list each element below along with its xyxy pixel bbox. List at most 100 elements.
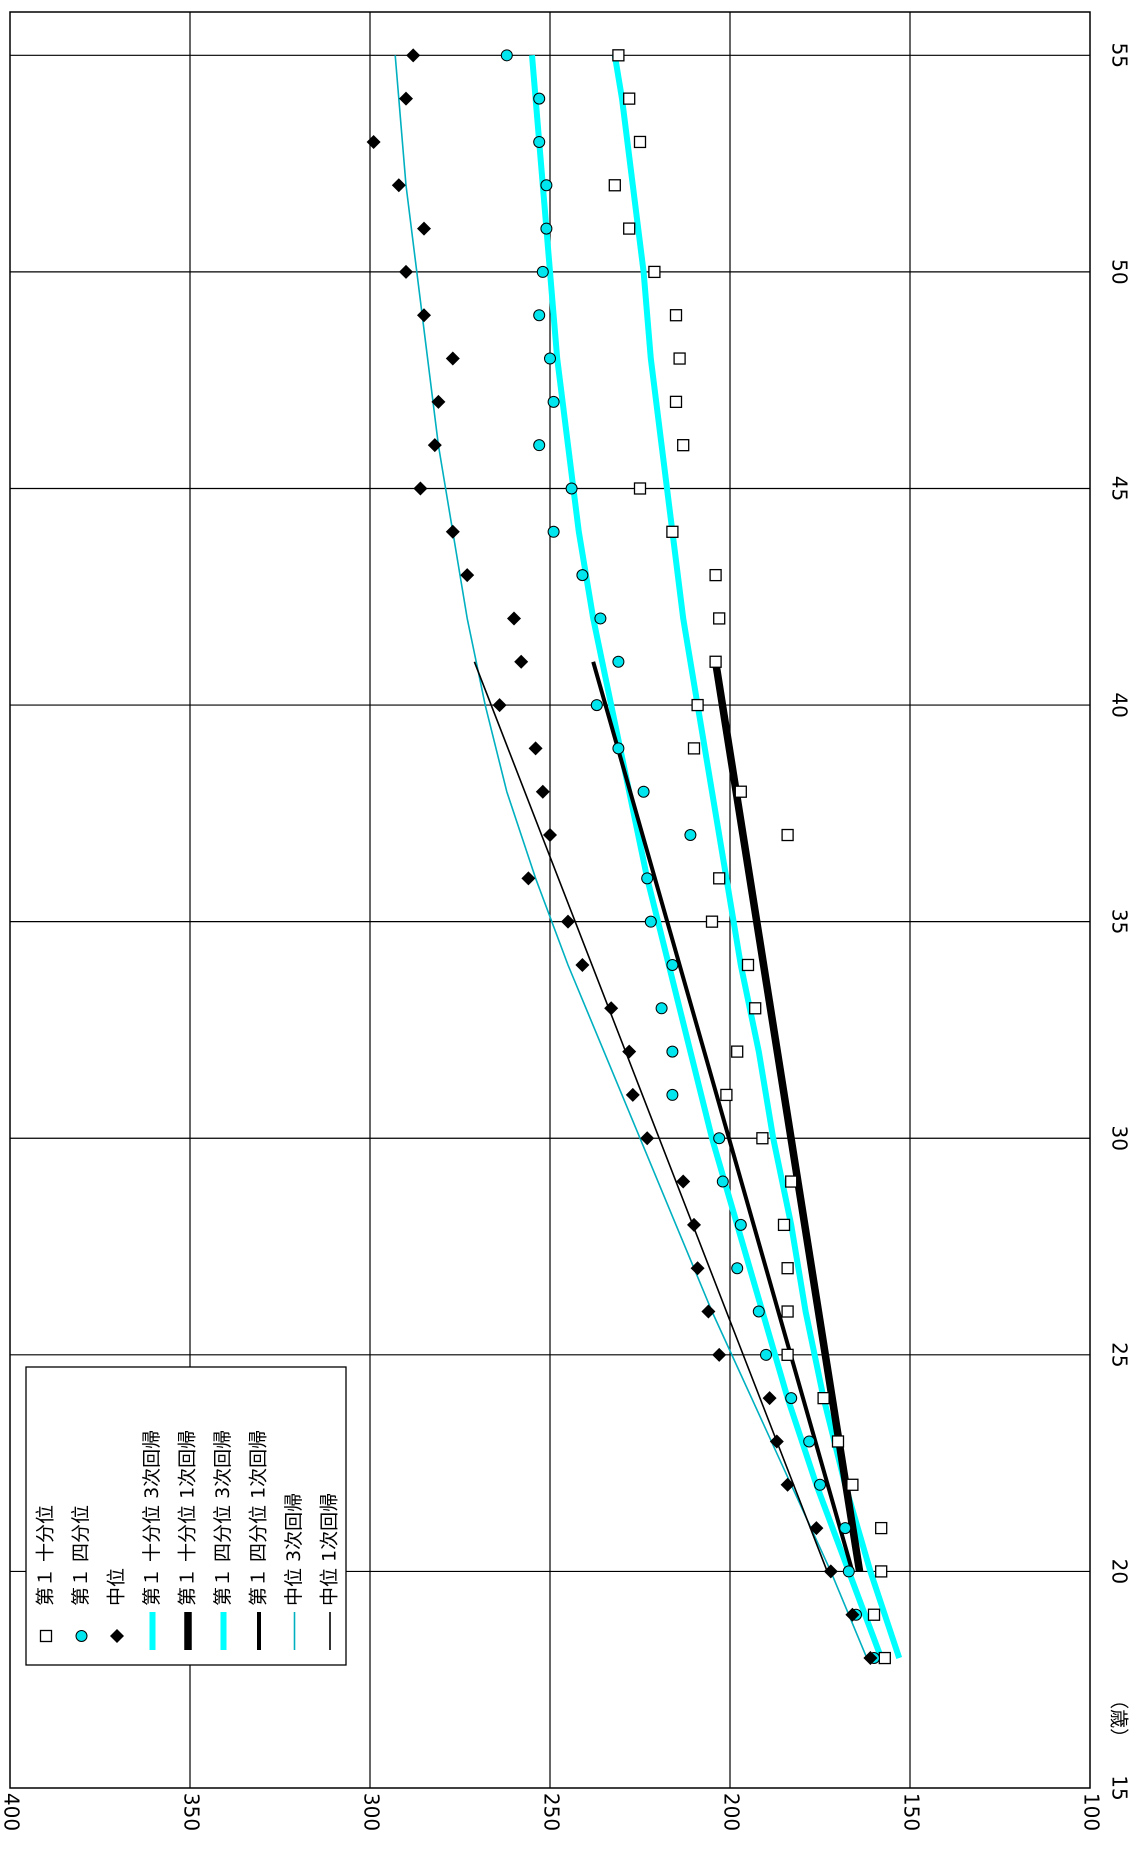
data-point-circle (803, 1435, 816, 1448)
legend-label: 第１ 四分位 (70, 1505, 92, 1606)
data-point-circle (547, 395, 560, 408)
value-tick-label: 350 (180, 1793, 204, 1831)
legend-label: 第１ 十分位 (35, 1505, 57, 1606)
data-point-diamond (528, 741, 543, 756)
data-point-square (691, 698, 704, 712)
data-point-circle (641, 872, 654, 885)
data-point-square (781, 1305, 794, 1318)
data-point-square (648, 265, 661, 279)
data-point-circle (716, 1175, 729, 1188)
data-point-circle (612, 742, 625, 755)
data-point-square (677, 439, 690, 452)
data-point-diamond (391, 178, 406, 193)
data-point-square (612, 49, 625, 62)
legend: 第１ 十分位 第１ 四分位 中位 第１ 十分位 3次回帰 第１ 十分位 1次回帰 第１ 四… (25, 1366, 347, 1666)
data-point-diamond (712, 1347, 727, 1362)
data-point-square (756, 1132, 769, 1145)
data-point-square (831, 1435, 845, 1448)
data-point-square (777, 1218, 791, 1232)
legend-label: 中位 1次回帰 (319, 1493, 341, 1606)
value-tick-label: 200 (720, 1793, 744, 1831)
data-point-diamond (769, 1434, 784, 1449)
data-point-diamond (690, 1261, 705, 1276)
data-point-diamond (823, 1564, 838, 1579)
data-point-square (666, 525, 679, 538)
data-point-diamond (845, 1607, 860, 1622)
data-point-square (846, 1478, 859, 1491)
data-point-diamond (780, 1477, 795, 1492)
data-point-square (781, 828, 794, 842)
data-point-diamond (366, 134, 381, 149)
data-point-diamond (809, 1521, 824, 1536)
value-tick-label: 100 (1080, 1793, 1104, 1831)
data-point-diamond (561, 914, 575, 929)
data-point-square (731, 1045, 744, 1058)
data-point-circle (540, 179, 553, 192)
legend-label: 中位 3次回帰 (283, 1493, 305, 1606)
data-point-circle (536, 265, 549, 278)
data-point-diamond (514, 654, 529, 669)
regression-line (611, 54, 903, 1659)
data-point-square (669, 309, 683, 322)
data-point-diamond (460, 568, 475, 583)
data-point-square (623, 222, 636, 235)
data-point-diamond (604, 1001, 619, 1016)
data-point-diamond (417, 221, 431, 236)
data-point-circle (540, 222, 553, 235)
data-point-square (878, 1651, 891, 1665)
regression-line (711, 661, 864, 1572)
regression-line (473, 661, 828, 1572)
value-tick-label: 250 (540, 1793, 564, 1831)
data-point-circle (684, 829, 697, 842)
regression-curves (394, 54, 903, 1660)
data-point-diamond (625, 1087, 640, 1102)
data-point-diamond (863, 1651, 878, 1666)
data-point-diamond (622, 1044, 637, 1059)
data-point-diamond (431, 394, 446, 409)
data-point-diamond (676, 1174, 691, 1189)
data-point-diamond (535, 784, 550, 799)
data-point-circle (666, 1045, 679, 1058)
data-point-circle (666, 958, 679, 971)
data-point-circle (612, 655, 625, 668)
data-point-circle (842, 1565, 855, 1578)
data-point-square (875, 1521, 888, 1535)
data-point-diamond (521, 871, 536, 886)
data-point-circle (839, 1522, 852, 1535)
data-point-square (623, 92, 636, 105)
data-point-diamond (445, 351, 460, 366)
data-point-circle (533, 309, 546, 322)
data-point-diamond (406, 48, 421, 63)
age-tick-label: 55 (1108, 43, 1132, 68)
data-point-circle (752, 1305, 765, 1318)
data-point-circle (666, 1088, 679, 1101)
data-point-diamond (507, 611, 521, 626)
data-point-circle (785, 1392, 798, 1405)
data-point-square (781, 1262, 794, 1275)
data-point-circle (565, 482, 578, 495)
data-point-square (741, 958, 755, 972)
data-point-circle (500, 49, 513, 62)
regression-line (591, 661, 855, 1572)
regression-line (529, 55, 885, 1660)
data-point-circle (637, 785, 650, 798)
data-point-circle (533, 439, 546, 452)
data-point-circle (547, 525, 560, 538)
data-point-square (867, 1608, 881, 1621)
age-tick-label: 35 (1108, 909, 1132, 934)
data-point-square (633, 482, 647, 495)
legend-label: 第１ 十分位 1次回帰 (177, 1430, 199, 1606)
tick-labels: 100 150 200 250 300 350 400 15 20 25 30 35 40 45 50 55 （… (0, 43, 1132, 1832)
data-point-square (687, 742, 701, 755)
legend-label: 中位 (106, 1568, 128, 1606)
data-point-diamond (687, 1217, 701, 1232)
legend-marker (75, 1630, 88, 1642)
data-point-square (875, 1565, 888, 1578)
grid-lines (10, 12, 1090, 1788)
data-point-diamond (492, 698, 507, 713)
data-point-circle (590, 699, 603, 712)
legend-label: 第１ 十分位 3次回帰 (141, 1430, 163, 1606)
data-point-circle (594, 612, 607, 625)
data-point-square (713, 612, 726, 625)
